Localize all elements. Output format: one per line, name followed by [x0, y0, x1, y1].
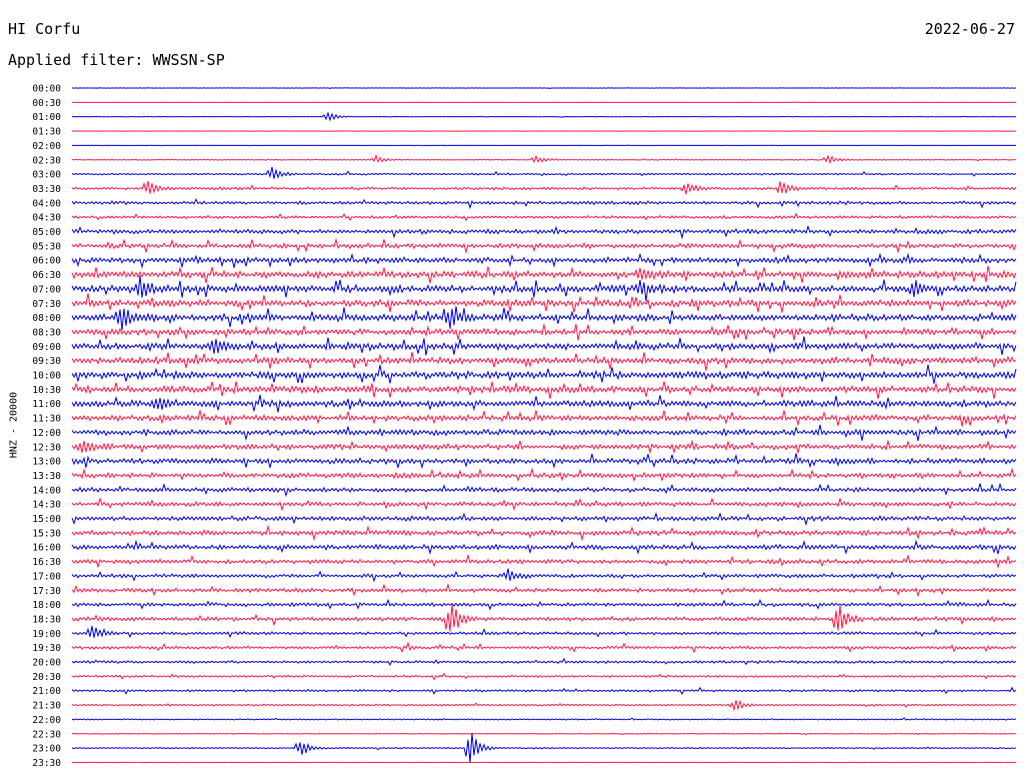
row-time-label: 17:00: [32, 571, 61, 582]
trace-line: [71, 409, 1017, 427]
trace-line: [71, 293, 1017, 313]
trace-line: [71, 275, 1017, 302]
row-time-label: 22:00: [32, 715, 61, 726]
row-time-label: 07:30: [32, 299, 61, 310]
row-time-label: 08:00: [32, 313, 61, 324]
trace-line: [71, 539, 1017, 555]
filter-label: Applied filter: WWSSN-SP: [8, 51, 225, 69]
trace-line: [71, 496, 1017, 512]
trace-line: [71, 657, 1017, 666]
date-label: 2022-06-27: [924, 20, 1015, 38]
row-time-label: 10:00: [32, 371, 61, 382]
row-time-label: 13:00: [32, 457, 61, 468]
trace-line: [71, 364, 1017, 384]
trace-line: [71, 237, 1017, 255]
row-time-label: 10:30: [32, 385, 61, 396]
trace-line: [71, 453, 1017, 470]
trace-line: [71, 351, 1017, 371]
trace-line: [71, 672, 1017, 681]
trace-line: [71, 699, 1017, 712]
trace-line: [71, 306, 1017, 331]
row-time-label: 11:30: [32, 414, 61, 425]
row-time-label: 06:30: [32, 270, 61, 281]
row-time-label: 14:00: [32, 485, 61, 496]
row-time-label: 05:30: [32, 241, 61, 252]
trace-line: [71, 336, 1017, 356]
trace-line: [71, 87, 1017, 90]
trace-line: [71, 568, 1017, 583]
row-time-label: 04:30: [32, 213, 61, 224]
trace-line: [71, 733, 1017, 763]
trace-line: [71, 598, 1017, 611]
trace-line: [71, 439, 1017, 455]
row-time-label: 12:30: [32, 442, 61, 453]
trace-line: [71, 553, 1017, 569]
trace-line: [71, 424, 1017, 442]
row-time-label: 22:30: [32, 729, 61, 740]
row-time-label: 18:00: [32, 600, 61, 611]
trace-line: [71, 394, 1017, 413]
row-time-label: 00:00: [32, 84, 61, 95]
row-time-label: 11:00: [32, 399, 61, 410]
row-time-label: 21:30: [32, 701, 61, 712]
row-time-label: 20:30: [32, 672, 61, 683]
row-time-label: 02:00: [32, 141, 61, 152]
trace-line: [71, 511, 1017, 526]
row-time-label: 00:30: [32, 98, 61, 109]
row-time-label: 06:00: [32, 256, 61, 267]
row-time-label: 18:30: [32, 614, 61, 625]
trace-line: [71, 717, 1017, 721]
trace-line: [71, 381, 1017, 399]
row-time-label: 23:00: [32, 744, 61, 755]
row-time-label: 17:30: [32, 586, 61, 597]
row-time-label: 15:30: [32, 528, 61, 539]
row-time-label: 03:30: [32, 184, 61, 195]
row-time-label: 21:00: [32, 686, 61, 697]
trace-line: [71, 582, 1017, 598]
row-time-label: 02:30: [32, 155, 61, 166]
trace-line: [71, 166, 1017, 180]
row-time-label: 14:30: [32, 500, 61, 511]
row-time-label: 04:00: [32, 198, 61, 209]
row-time-label: 23:30: [32, 758, 61, 769]
row-time-label: 09:30: [32, 356, 61, 367]
trace-line: [71, 101, 1017, 104]
trace-line: [71, 154, 1017, 165]
row-time-label: 01:00: [32, 112, 61, 123]
trace-line: [71, 212, 1017, 222]
row-time-label: 13:30: [32, 471, 61, 482]
row-time-label: 08:30: [32, 327, 61, 338]
row-time-label: 20:00: [32, 658, 61, 669]
trace-line: [71, 111, 1017, 122]
trace-line: [71, 482, 1017, 498]
row-time-label: 07:00: [32, 284, 61, 295]
row-time-label: 19:30: [32, 643, 61, 654]
row-time-label: 16:30: [32, 557, 61, 568]
trace-line: [71, 686, 1017, 695]
row-time-label: 03:00: [32, 170, 61, 181]
row-time-label: 16:00: [32, 543, 61, 554]
row-time-label: 12:00: [32, 428, 61, 439]
trace-line: [71, 144, 1017, 147]
trace-line: [71, 181, 1017, 195]
trace-line: [71, 625, 1017, 639]
trace-line: [71, 524, 1017, 542]
row-time-label: 01:30: [32, 127, 61, 138]
row-time-label: 19:00: [32, 629, 61, 640]
trace-line: [71, 732, 1017, 736]
trace-line: [71, 252, 1017, 269]
trace-line: [71, 467, 1017, 482]
station-title: HI Corfu: [8, 20, 81, 38]
row-time-label: 15:00: [32, 514, 61, 525]
trace-line: [71, 604, 1017, 632]
row-time-label: 09:00: [32, 342, 61, 353]
trace-line: [71, 323, 1017, 341]
trace-line: [71, 198, 1017, 210]
trace-line: [71, 641, 1017, 654]
trace-line: [71, 225, 1017, 240]
trace-line: [71, 761, 1017, 764]
row-time-label: 05:00: [32, 227, 61, 238]
trace-line: [71, 265, 1017, 284]
